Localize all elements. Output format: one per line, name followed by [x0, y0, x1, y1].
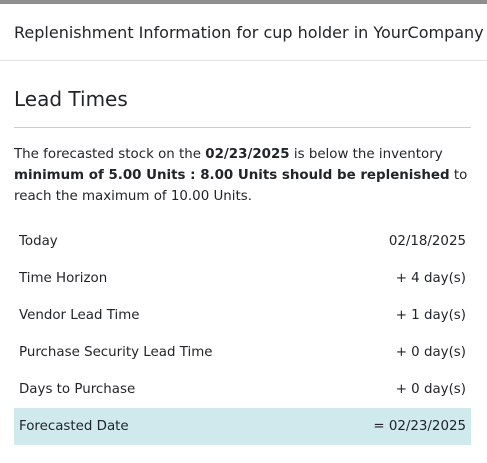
summary-text-3: to reach the maximum of 10.00 Units. [14, 168, 468, 204]
lead-time-row-purchase-security: Purchase Security Lead Time + 0 day(s) [14, 334, 471, 371]
row-label: Vendor Lead Time [19, 308, 140, 323]
lead-time-row-days-to-purchase: Days to Purchase + 0 day(s) [14, 371, 471, 408]
replenish-quantity: minimum of 5.00 Units : 8.00 Units shoul… [14, 168, 450, 183]
row-label: Days to Purchase [19, 382, 136, 397]
section-divider [14, 127, 471, 128]
row-label: Forecasted Date [14, 408, 318, 445]
summary-text-2: is below the inventory [289, 147, 443, 162]
forecast-date: 02/23/2025 [205, 147, 290, 162]
row-value: + 0 day(s) [395, 382, 466, 397]
row-label: Purchase Security Lead Time [19, 345, 213, 360]
lead-time-row-vendor-lead-time: Vendor Lead Time + 1 day(s) [14, 297, 471, 334]
dialog-header: Replenishment Information for cup holder… [0, 4, 487, 61]
section-title: Lead Times [14, 87, 128, 111]
row-value: 02/18/2025 [388, 234, 466, 249]
lead-time-row-today: Today 02/18/2025 [14, 223, 471, 260]
replenishment-summary: The forecasted stock on the 02/23/2025 i… [14, 144, 476, 207]
row-label: Time Horizon [19, 271, 108, 286]
row-value: + 0 day(s) [395, 345, 466, 360]
lead-times-table: Today 02/18/2025 Time Horizon + 4 day(s)… [14, 223, 471, 445]
window-top-bar [0, 0, 487, 4]
row-value: + 1 day(s) [395, 308, 466, 323]
row-label: Today [19, 234, 58, 249]
lead-time-row-forecasted-date: Forecasted Date = 02/23/2025 [14, 408, 471, 445]
dialog-title: Replenishment Information for cup holder… [14, 23, 484, 42]
lead-time-row-time-horizon: Time Horizon + 4 day(s) [14, 260, 471, 297]
summary-text-1: The forecasted stock on the [14, 147, 206, 162]
row-value: = 02/23/2025 [317, 408, 471, 445]
row-value: + 4 day(s) [395, 271, 466, 286]
